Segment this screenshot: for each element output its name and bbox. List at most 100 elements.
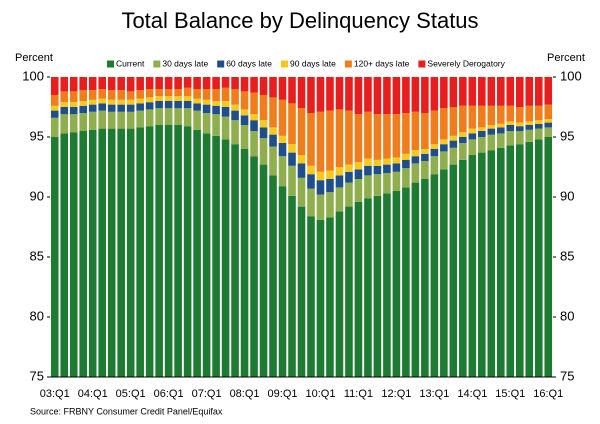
bar-segment <box>107 111 116 129</box>
bar-segment <box>326 170 334 179</box>
bar-segment <box>316 111 325 172</box>
bar-segment <box>335 187 344 212</box>
bar-segment <box>183 101 192 109</box>
bar-segment <box>544 122 553 128</box>
bar-segment <box>411 111 420 151</box>
y2-tick-label: 80 <box>560 308 574 323</box>
bar-segment <box>402 153 410 160</box>
bar-segment <box>392 191 401 377</box>
y-tick-label: 95 <box>30 128 44 143</box>
bar-segment <box>107 99 116 105</box>
bar-segment <box>69 102 78 107</box>
bar-segment <box>316 171 325 181</box>
x-tick-label: 06:Q1 <box>154 388 184 400</box>
bar-segment <box>174 125 182 377</box>
bar-segment <box>421 113 429 149</box>
bar-segment <box>468 128 477 134</box>
bar-segment <box>60 107 69 115</box>
bar-segment <box>98 128 106 377</box>
y-tick-label: 90 <box>30 188 44 203</box>
bar-segment <box>402 159 410 169</box>
bar-segment <box>212 77 220 89</box>
bar-segment <box>79 105 88 113</box>
bar-segment <box>354 162 363 170</box>
bar-segment <box>50 137 59 377</box>
bar-segment <box>297 108 306 155</box>
bar-segment <box>98 89 106 99</box>
bar-segment <box>544 137 553 377</box>
bar-segment <box>335 109 344 167</box>
bar-segment <box>534 139 543 377</box>
bar-segment <box>392 77 401 115</box>
bar-segment <box>136 98 144 104</box>
bar-segment <box>60 77 69 92</box>
bar-segment <box>250 92 258 115</box>
bar-segment <box>117 77 125 91</box>
bar-segment <box>202 104 211 113</box>
bar-segment <box>497 123 505 128</box>
source-note: Source: FRBNY Consumer Credit Panel/Equi… <box>30 406 223 416</box>
bar-segment <box>288 152 296 166</box>
bar-segment <box>69 91 78 103</box>
bar-segment <box>364 111 372 159</box>
bar-segment <box>145 77 154 89</box>
bar-segment <box>50 77 59 95</box>
bar-segment <box>136 110 144 128</box>
bar-segment <box>278 135 287 143</box>
bar-segment <box>269 77 277 98</box>
bar-segment <box>288 195 296 377</box>
bar-segment <box>534 120 543 124</box>
bar-segment <box>440 169 448 377</box>
bar-segment <box>155 96 163 101</box>
bar-segment <box>183 96 192 101</box>
bar-segment <box>288 144 296 153</box>
bar-segment <box>383 164 391 173</box>
bar-segment <box>534 105 543 121</box>
bar-segment <box>50 110 59 118</box>
bar-segment <box>221 77 230 88</box>
bar-segment <box>402 77 410 113</box>
bar-segment <box>468 133 477 140</box>
bar-segment <box>307 174 315 189</box>
bar-segment <box>459 159 467 377</box>
bar-segment <box>421 179 429 377</box>
bar-segment <box>50 105 59 111</box>
bar-segment <box>297 163 306 178</box>
bar-segment <box>364 165 372 176</box>
y2-tick-label: 95 <box>560 128 574 143</box>
bar-segment <box>202 89 211 100</box>
bar-segment <box>126 91 135 100</box>
bar-segment <box>335 175 344 188</box>
bar-segment <box>117 90 125 100</box>
bar-segment <box>193 129 201 377</box>
x-tick-label: 08:Q1 <box>230 388 260 400</box>
bar-segment <box>411 156 420 164</box>
bar-segment <box>440 144 448 152</box>
y2-tick-label: 75 <box>560 368 574 383</box>
bar-segment <box>288 77 296 104</box>
bar-segment <box>525 141 534 377</box>
bar-segment <box>98 77 106 89</box>
bar-segment <box>364 158 372 166</box>
bar-segment <box>155 101 163 109</box>
bar-segment <box>430 149 439 157</box>
bar-segment <box>60 102 69 107</box>
bar-segment <box>288 103 296 145</box>
bar-segment <box>193 98 201 104</box>
bar-segment <box>515 77 524 107</box>
bar-segment <box>117 104 125 112</box>
bar-segment <box>440 77 448 109</box>
bar-segment <box>392 114 401 158</box>
bar-segment <box>383 173 391 194</box>
bar-segment <box>221 107 230 117</box>
bar-segment <box>506 145 515 377</box>
bar-segment <box>155 77 163 89</box>
bar-segment <box>98 103 106 111</box>
bar-segment <box>364 175 372 199</box>
y2-tick-label: 90 <box>560 188 574 203</box>
bar-segment <box>164 108 173 125</box>
x-tick-label: 10:Q1 <box>305 388 335 400</box>
bar-segment <box>202 99 211 105</box>
bar-segment <box>212 105 220 115</box>
